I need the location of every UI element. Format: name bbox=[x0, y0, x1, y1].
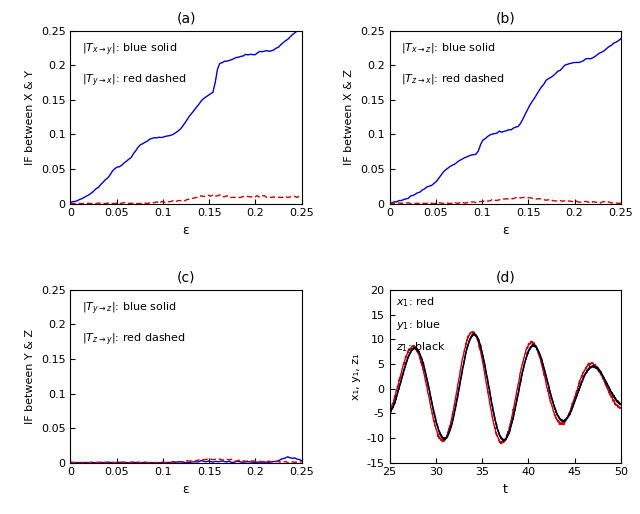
X-axis label: t: t bbox=[503, 483, 508, 496]
X-axis label: ε: ε bbox=[502, 224, 509, 237]
Text: $|T_{x\rightarrow y}|$: blue solid: $|T_{x\rightarrow y}|$: blue solid bbox=[82, 41, 177, 58]
Text: $|T_{y\rightarrow z}|$: blue solid: $|T_{y\rightarrow z}|$: blue solid bbox=[82, 300, 177, 317]
Text: $|T_{y\rightarrow x}|$: red dashed: $|T_{y\rightarrow x}|$: red dashed bbox=[82, 72, 186, 89]
Text: $|T_{z\rightarrow x}|$: red dashed: $|T_{z\rightarrow x}|$: red dashed bbox=[401, 72, 505, 86]
Text: $z_1$: black: $z_1$: black bbox=[396, 340, 447, 354]
Title: (b): (b) bbox=[495, 11, 515, 26]
Y-axis label: IF between Y & Z: IF between Y & Z bbox=[25, 329, 35, 424]
Y-axis label: x₁, y₁, z₁: x₁, y₁, z₁ bbox=[351, 353, 361, 399]
X-axis label: ε: ε bbox=[182, 224, 189, 237]
Text: $|T_{z\rightarrow y}|$: red dashed: $|T_{z\rightarrow y}|$: red dashed bbox=[82, 332, 186, 348]
Title: (a): (a) bbox=[176, 11, 196, 26]
X-axis label: ε: ε bbox=[182, 483, 189, 496]
Text: $x_1$: red: $x_1$: red bbox=[396, 295, 435, 309]
Title: (d): (d) bbox=[495, 270, 515, 285]
Y-axis label: IF between X & Y: IF between X & Y bbox=[25, 70, 35, 164]
Text: $|T_{x\rightarrow z}|$: blue solid: $|T_{x\rightarrow z}|$: blue solid bbox=[401, 41, 496, 55]
Title: (c): (c) bbox=[177, 270, 195, 285]
Y-axis label: IF between X & Z: IF between X & Z bbox=[344, 69, 355, 165]
Text: $y_1$: blue: $y_1$: blue bbox=[396, 318, 442, 332]
